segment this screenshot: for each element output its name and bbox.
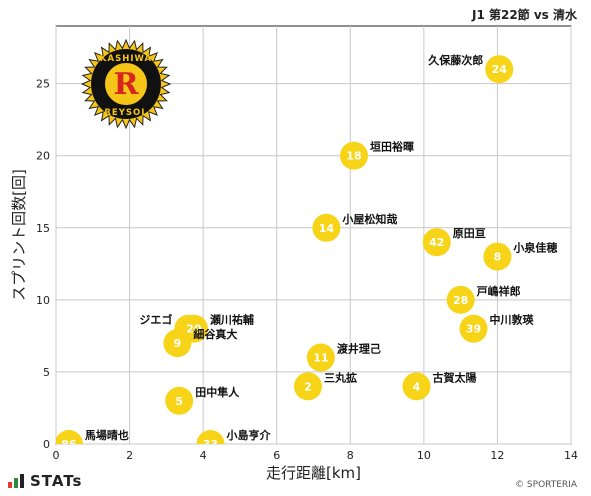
player-name-label: 中川敦瑛 [490, 313, 535, 327]
bar-chart-icon [8, 474, 24, 488]
x-axis-title: 走行距離[km] [266, 464, 361, 482]
player-number-label: 24 [492, 63, 508, 76]
player-number-label: 86 [61, 438, 77, 451]
player-number-label: 9 [174, 337, 182, 350]
player-number-label: 4 [413, 380, 421, 393]
player-point: 4 古賀太陽 [402, 370, 477, 401]
x-tick-label: 4 [200, 449, 207, 462]
x-tick-label: 0 [53, 449, 60, 462]
x-tick-label: 2 [126, 449, 133, 462]
copyright-text: © SPORTERIA [515, 480, 577, 490]
point-marker [196, 430, 225, 444]
player-name-label: 小泉佳穂 [512, 241, 557, 255]
y-tick-label: 15 [36, 222, 50, 235]
player-name-label: 渡井理己 [337, 342, 381, 356]
y-tick-label: 0 [43, 438, 50, 451]
player-name-label: 三丸拡 [324, 370, 357, 384]
player-name-label: 小島亨介 [226, 428, 272, 442]
logo-inner-circle [103, 61, 149, 107]
logo-text-bottom: REYSOL [104, 108, 147, 118]
point-marker [485, 55, 514, 84]
player-number-label: 14 [319, 222, 335, 235]
data-points: 24久保藤次郎18垣田裕暉14小屋松知哉42原田亘8小泉佳穂28戸嶋祥郎39中川… [56, 53, 557, 451]
player-number-label: 28 [453, 294, 468, 307]
player-point: 14 小屋松知哉 [312, 212, 397, 242]
player-number-label: 8 [494, 251, 502, 264]
x-tick-label: 8 [347, 449, 354, 462]
point-marker [483, 242, 512, 271]
logo-text-top: KASHIWA [100, 54, 152, 64]
x-tick-label: 6 [273, 449, 280, 462]
x-tick-label: 12 [490, 449, 504, 462]
player-point: 9 細谷真大 [163, 327, 237, 358]
point-marker [402, 372, 431, 401]
player-number-label: 42 [429, 236, 444, 249]
x-tick-label: 14 [564, 449, 578, 462]
player-name-label: 瀬川祐輔 [210, 313, 254, 327]
kashiwa-reysol-logo: R KASHIWA REYSOL [80, 38, 172, 130]
player-point: 33 小島亨介 [196, 428, 272, 451]
player-number-label: 11 [313, 352, 328, 365]
point-marker [312, 213, 341, 242]
player-name-label: 細谷真大 [193, 327, 237, 341]
player-point: 86 馬場晴也 [56, 428, 129, 451]
point-marker [293, 372, 322, 401]
player-name-label: 垣田裕暉 [370, 140, 414, 154]
player-number-label: 39 [466, 323, 481, 336]
point-marker [339, 141, 368, 170]
player-name-label: 戸嶋祥郎 [477, 284, 521, 298]
point-marker [446, 285, 475, 314]
player-point: 18 垣田裕暉 [339, 140, 414, 170]
player-number-label: 33 [203, 438, 218, 451]
match-title: J1 第22節 vs 清水 [471, 8, 577, 22]
player-number-label: 5 [175, 395, 183, 408]
logo-letter: R [114, 67, 140, 102]
player-number-label: 18 [346, 150, 361, 163]
point-marker [422, 228, 451, 257]
player-point: 8 小泉佳穂 [483, 241, 557, 271]
player-point: 5 田中隼人 [165, 385, 240, 415]
y-tick-label: 20 [36, 150, 50, 163]
player-name-label: 原田亘 [453, 227, 486, 240]
player-name-label: 田中隼人 [195, 385, 240, 399]
player-name-label: ジエゴ [139, 313, 172, 327]
point-marker [163, 329, 192, 358]
y-axis-title: スプリント回数[回] [10, 169, 28, 301]
player-number-label: 20 [186, 323, 202, 336]
player-point: 39 中川敦瑛 [459, 313, 535, 343]
point-marker [165, 386, 194, 415]
x-tick-label: 10 [417, 449, 431, 462]
player-point: 24 久保藤次郎 [428, 53, 514, 84]
point-marker [459, 314, 488, 343]
y-tick-label: 10 [36, 294, 50, 307]
player-point: 2 三丸拡 [293, 370, 357, 401]
player-number-label: 2 [304, 380, 312, 393]
point-marker [306, 343, 335, 372]
point-marker [56, 430, 83, 444]
player-point: 28 戸嶋祥郎 [446, 284, 521, 314]
player-name-label: 久保藤次郎 [428, 53, 483, 67]
player-name-label: 小屋松知哉 [341, 212, 397, 226]
player-name-label: 古賀太陽 [433, 370, 477, 384]
player-point: 11 渡井理己 [306, 342, 381, 372]
y-tick-label: 5 [43, 366, 50, 379]
player-point: 42 原田亘 [422, 227, 486, 257]
player-name-label: 馬場晴也 [85, 428, 129, 442]
y-tick-label: 25 [36, 78, 50, 91]
brand-name: STATs [30, 472, 83, 490]
stats-brand: STATs [8, 472, 82, 490]
